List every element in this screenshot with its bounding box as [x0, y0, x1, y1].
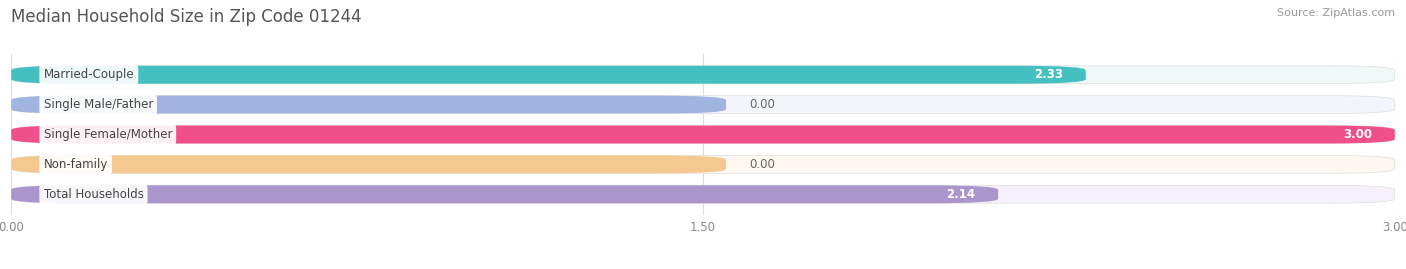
FancyBboxPatch shape: [11, 155, 725, 173]
Text: 0.00: 0.00: [749, 158, 775, 171]
FancyBboxPatch shape: [11, 155, 1395, 173]
Text: 3.00: 3.00: [1343, 128, 1372, 141]
Text: 0.00: 0.00: [749, 98, 775, 111]
Text: Married-Couple: Married-Couple: [44, 68, 134, 81]
Text: 2.33: 2.33: [1033, 68, 1063, 81]
FancyBboxPatch shape: [11, 66, 1085, 84]
FancyBboxPatch shape: [11, 185, 1395, 203]
Text: 2.14: 2.14: [946, 188, 976, 201]
FancyBboxPatch shape: [11, 66, 1395, 84]
Text: Non-family: Non-family: [44, 158, 108, 171]
FancyBboxPatch shape: [11, 185, 998, 203]
Text: Total Households: Total Households: [44, 188, 143, 201]
Text: Source: ZipAtlas.com: Source: ZipAtlas.com: [1277, 8, 1395, 18]
FancyBboxPatch shape: [11, 96, 725, 114]
FancyBboxPatch shape: [11, 96, 1395, 114]
Text: Single Male/Father: Single Male/Father: [44, 98, 153, 111]
FancyBboxPatch shape: [11, 126, 1395, 143]
FancyBboxPatch shape: [11, 126, 1395, 143]
Text: Single Female/Mother: Single Female/Mother: [44, 128, 172, 141]
Text: Median Household Size in Zip Code 01244: Median Household Size in Zip Code 01244: [11, 8, 361, 26]
